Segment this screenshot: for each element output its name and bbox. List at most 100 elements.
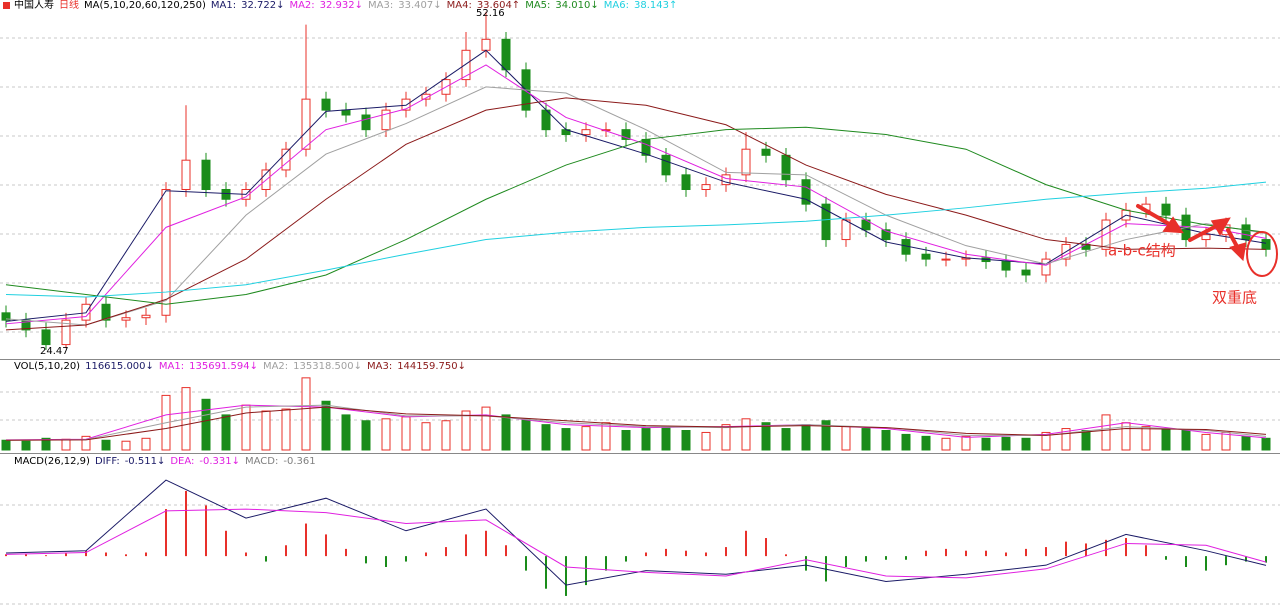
candle-body bbox=[1241, 224, 1251, 241]
volume-bar bbox=[821, 420, 831, 451]
volume-bar bbox=[361, 420, 371, 451]
ma-line bbox=[5, 86, 1267, 326]
volume-bar bbox=[321, 400, 331, 451]
volume-bar bbox=[1241, 435, 1251, 451]
arrow-head bbox=[1162, 216, 1184, 234]
volume-bar bbox=[141, 437, 151, 451]
volume-bar bbox=[541, 424, 551, 451]
volume-bar bbox=[21, 440, 31, 451]
header-text: MA4: bbox=[447, 0, 472, 11]
volume-bar bbox=[421, 422, 431, 451]
plot bbox=[1, 11, 1271, 596]
volume-bar bbox=[801, 424, 811, 451]
volume-bar bbox=[1, 439, 11, 451]
volume-bar bbox=[401, 416, 411, 451]
volume-bar bbox=[1161, 428, 1171, 451]
annotation: 双重底 bbox=[1212, 289, 1257, 307]
volume-bar bbox=[441, 420, 451, 451]
header-text: MA5: bbox=[525, 0, 550, 11]
volume-bar bbox=[701, 431, 711, 451]
candle-body bbox=[361, 114, 371, 131]
volume-bar bbox=[921, 435, 931, 451]
header-text: MA2: bbox=[263, 361, 288, 372]
ma-line bbox=[5, 64, 1267, 325]
candle-body bbox=[421, 93, 431, 100]
candle-body bbox=[701, 184, 711, 190]
volume-bar bbox=[1101, 414, 1111, 451]
header-text: VOL(5,10,20) bbox=[14, 361, 80, 372]
volume-bar bbox=[981, 437, 991, 451]
candle-body bbox=[161, 188, 171, 316]
candle-body bbox=[881, 229, 891, 241]
header-text: 32.722↓ bbox=[241, 0, 284, 11]
volume-bar bbox=[561, 428, 571, 451]
header-text: MA1: bbox=[159, 361, 184, 372]
candle-body bbox=[741, 148, 751, 176]
header-text: 116615.000↓ bbox=[85, 361, 154, 372]
candle-body bbox=[381, 109, 391, 131]
volume-bar bbox=[41, 437, 51, 451]
volume-bar bbox=[1021, 437, 1031, 451]
candle-body bbox=[61, 319, 71, 346]
header-text: 32.932↓ bbox=[320, 0, 363, 11]
macd-line bbox=[5, 479, 1267, 586]
ma-line bbox=[5, 126, 1267, 305]
candle-body bbox=[321, 98, 331, 111]
volume-bar bbox=[481, 406, 491, 451]
volume-bar bbox=[521, 418, 531, 451]
candle-body bbox=[661, 154, 671, 176]
candle-body bbox=[1021, 269, 1031, 276]
volume-bar bbox=[1001, 436, 1011, 451]
candle-body bbox=[181, 159, 191, 190]
candle-body bbox=[501, 38, 511, 71]
candle-body bbox=[821, 203, 831, 241]
volume-bar bbox=[681, 430, 691, 451]
header-text: MA3: bbox=[367, 361, 392, 372]
candle-body bbox=[141, 314, 151, 319]
volume-bar bbox=[961, 435, 971, 451]
header-text: MA3: bbox=[368, 0, 393, 11]
header-text: 中国人寿 bbox=[14, 0, 54, 11]
volume-bar bbox=[641, 428, 651, 451]
volume-bar bbox=[901, 433, 911, 451]
volume-bar bbox=[461, 410, 471, 451]
annotation: a-b-c结构 bbox=[1108, 242, 1176, 260]
candle-body bbox=[801, 179, 811, 205]
volume-bar bbox=[1141, 426, 1151, 451]
candle-body bbox=[721, 174, 731, 186]
volume-bar bbox=[661, 426, 671, 451]
candle-body bbox=[41, 329, 51, 346]
candle-body bbox=[1001, 261, 1011, 271]
volume-bar bbox=[841, 426, 851, 451]
header-text: 日线 bbox=[59, 0, 79, 11]
macd-line bbox=[5, 508, 1267, 579]
drawn-marks bbox=[1136, 204, 1278, 277]
candle-body bbox=[941, 258, 951, 261]
stock-icon bbox=[3, 2, 10, 9]
volume-bar bbox=[221, 414, 231, 451]
candle-body bbox=[681, 174, 691, 190]
volume-bar bbox=[281, 408, 291, 451]
header-text: DIFF: bbox=[95, 456, 120, 467]
volume-bar bbox=[341, 414, 351, 451]
volume-bar bbox=[61, 438, 71, 451]
header-text: 135318.500↓ bbox=[293, 361, 362, 372]
header-text: MA(5,10,20,60,120,250) bbox=[84, 0, 206, 11]
header-text: 144159.750↓ bbox=[397, 361, 466, 372]
volume-bar bbox=[781, 428, 791, 451]
candle-body bbox=[481, 38, 491, 51]
volume-bar bbox=[1041, 431, 1051, 451]
volume-bar bbox=[1261, 437, 1271, 451]
candle-body bbox=[581, 129, 591, 136]
volume-bar bbox=[941, 437, 951, 451]
volume-bar bbox=[241, 404, 251, 451]
header-text: MA2: bbox=[289, 0, 314, 11]
volume-bar bbox=[621, 430, 631, 451]
volume-bar bbox=[501, 414, 511, 451]
candle-body bbox=[101, 303, 111, 321]
volume-bar bbox=[201, 398, 211, 451]
candle-body bbox=[761, 148, 771, 156]
volume-ma-line bbox=[5, 406, 1267, 441]
